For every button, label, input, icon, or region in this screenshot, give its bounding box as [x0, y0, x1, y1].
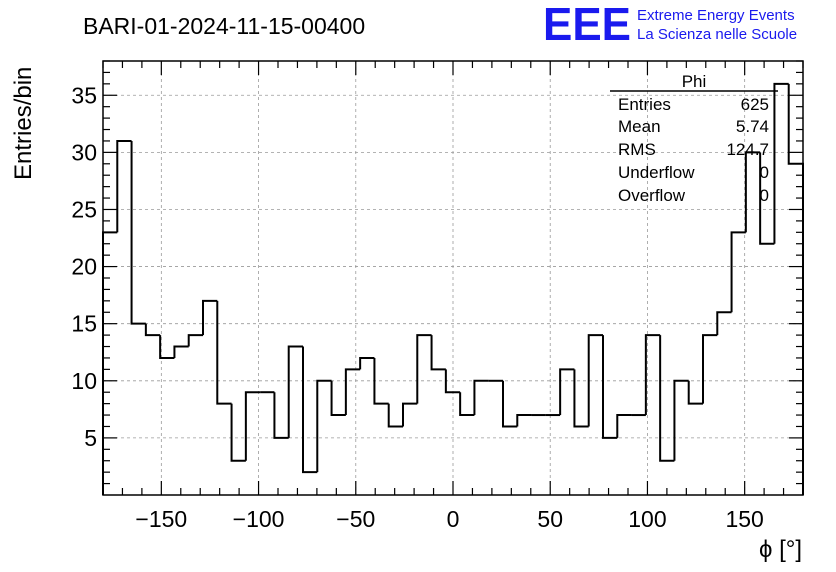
histogram-bin	[759, 152, 775, 245]
x-tick-label: 0	[447, 506, 460, 532]
histogram-bin	[587, 334, 603, 427]
histogram-series	[102, 82, 804, 495]
histogram-bin	[330, 380, 346, 417]
histogram-bin	[673, 379, 689, 461]
histogram-bin	[273, 392, 289, 439]
histogram-bin	[216, 300, 232, 405]
histogram-bin	[130, 140, 146, 325]
histogram-bin	[444, 369, 461, 394]
y-tick-label: 15	[71, 311, 97, 337]
y-tick-label: 30	[71, 139, 97, 165]
histogram-bin	[573, 369, 589, 428]
stats-value-rms: 124.7	[726, 140, 769, 159]
brand-line-2: La Scienza nelle Scuole	[637, 26, 797, 43]
histogram-bin	[187, 334, 203, 347]
stats-title: Phi	[682, 72, 707, 91]
histogram-bin	[602, 335, 618, 439]
histogram-bin	[716, 311, 732, 336]
histogram-bin	[773, 82, 789, 244]
histogram-bin	[316, 379, 332, 473]
y-axis-label: Entries/bin	[10, 67, 37, 180]
stats-value-overflow: 0	[760, 186, 769, 205]
stats-box: Phi Entries 625 Mean 5.74 RMS 124.7 Unde…	[610, 72, 778, 205]
histogram-bin	[159, 335, 175, 359]
eee-logo: EEE	[543, 0, 631, 50]
x-tick-label: −100	[233, 506, 285, 532]
x-axis-label: ϕ [°]	[759, 536, 802, 563]
x-tick-label: 100	[628, 506, 666, 532]
histogram-bin	[502, 380, 518, 428]
stats-value-mean: 5.74	[736, 117, 769, 136]
x-tick-label: 50	[537, 506, 563, 532]
y-tick-label: 35	[71, 82, 97, 108]
brand-line-1: Extreme Energy Events	[637, 7, 795, 24]
x-tick-label: −50	[336, 506, 375, 532]
histogram-bin	[473, 379, 489, 416]
histogram-bin	[616, 414, 632, 438]
histogram-bin	[144, 323, 161, 337]
histogram-bin	[373, 357, 389, 405]
y-tick-label: 5	[84, 425, 97, 451]
histogram-bin	[387, 403, 403, 428]
histogram-bin	[359, 356, 375, 370]
axis-ticks	[102, 60, 804, 495]
y-tick-label: 20	[71, 254, 97, 280]
histogram-bin	[730, 231, 746, 313]
x-tick-label: 150	[725, 506, 763, 532]
histogram-bin	[687, 380, 703, 405]
tick-labels: −150 −100 −50 0 50 100 150 5 10 15 20 25 30 35	[71, 82, 763, 532]
histogram-bin	[459, 392, 475, 417]
histogram-bin	[302, 346, 318, 474]
histogram-bin	[402, 402, 418, 427]
histogram-bin	[244, 391, 261, 461]
x-tick-label: −150	[135, 506, 187, 532]
histogram-bin	[202, 299, 218, 336]
histogram-bin	[744, 151, 761, 233]
stats-label-rms: RMS	[618, 140, 656, 159]
stats-label-underflow: Underflow	[618, 163, 695, 182]
histogram-bin	[173, 345, 189, 358]
histogram-bin	[644, 334, 661, 416]
histogram-bin	[230, 403, 246, 462]
grid-lines	[103, 61, 803, 495]
histogram-bin	[559, 368, 575, 416]
y-tick-label: 10	[71, 368, 97, 394]
stats-label-entries: Entries	[618, 95, 671, 114]
histogram-bin	[416, 334, 432, 404]
histogram-bin	[516, 414, 532, 427]
histogram-bin	[102, 231, 118, 495]
stats-label-mean: Mean	[618, 117, 661, 136]
y-tick-label: 25	[71, 196, 97, 222]
stats-value-underflow: 0	[760, 163, 769, 182]
stats-label-overflow: Overflow	[618, 186, 686, 205]
histogram-bin	[116, 139, 132, 233]
histogram-bin	[287, 345, 303, 438]
stats-value-entries: 625	[741, 95, 769, 114]
histogram-bin	[344, 368, 361, 416]
histogram-bin	[702, 334, 718, 404]
chart-title: BARI-01-2024-11-15-00400	[83, 13, 365, 39]
histogram-bin	[659, 335, 675, 462]
histogram-bin	[430, 335, 446, 371]
